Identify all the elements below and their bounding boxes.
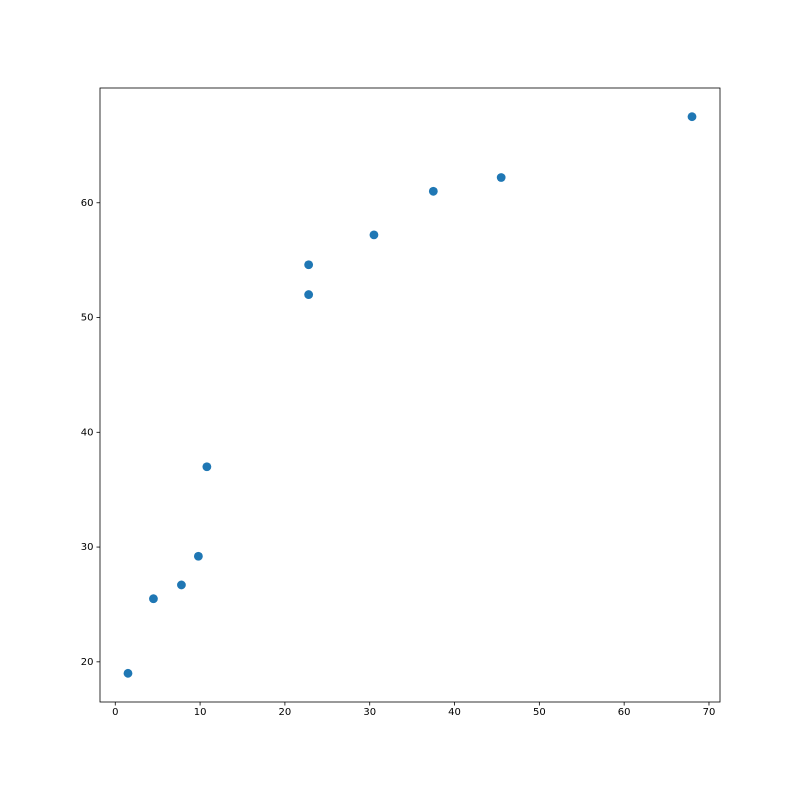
chart-svg: 0 10 20 30 40 50 60 70 20 30 40 50 60: [0, 0, 800, 800]
chart-background: [0, 0, 800, 800]
data-point: [202, 462, 211, 471]
data-point: [304, 260, 313, 269]
x-tick-label: 70: [703, 707, 716, 718]
data-point: [688, 112, 697, 121]
x-tick-label: 50: [533, 707, 546, 718]
x-tick-label: 40: [448, 707, 461, 718]
data-point: [177, 581, 186, 590]
data-point: [194, 552, 203, 561]
data-point: [429, 187, 438, 196]
x-tick-label: 10: [194, 707, 207, 718]
y-tick-label: 50: [81, 313, 94, 324]
y-tick-label: 20: [81, 657, 94, 668]
y-tick-label: 30: [81, 542, 94, 553]
y-tick-label: 40: [81, 427, 94, 438]
x-tick-label: 30: [363, 707, 376, 718]
y-tick-label: 60: [81, 198, 94, 209]
x-tick-label: 60: [618, 707, 631, 718]
x-tick-label: 0: [112, 707, 118, 718]
data-point: [304, 290, 313, 299]
data-point: [149, 594, 158, 603]
data-point: [370, 231, 379, 240]
x-tick-label: 20: [279, 707, 292, 718]
data-point: [497, 173, 506, 182]
data-point: [124, 669, 133, 678]
scatter-chart: 0 10 20 30 40 50 60 70 20 30 40 50 60: [0, 0, 800, 800]
